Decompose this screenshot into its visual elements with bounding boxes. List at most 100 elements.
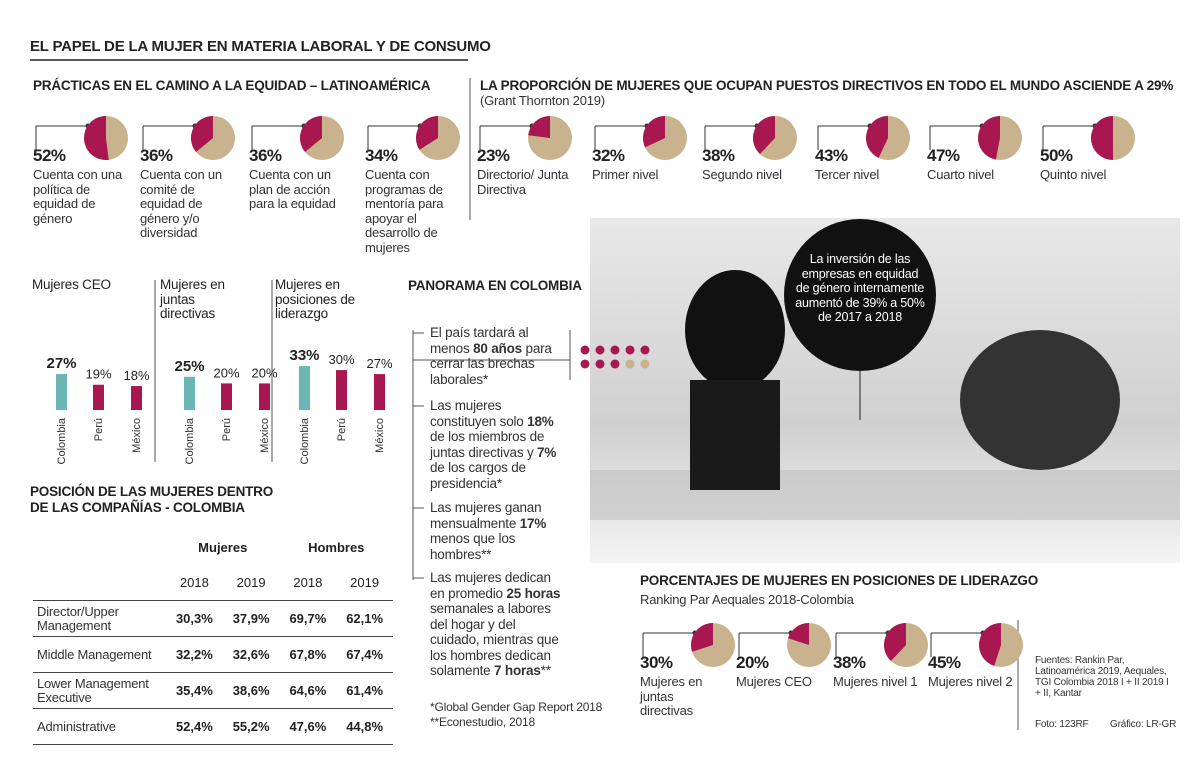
table-row: 2018 2019 2018 2019 [33, 565, 393, 601]
text: para cerrar las brechas laborales* [430, 340, 552, 387]
value-label: 23% [477, 146, 510, 165]
value-label: 25% [174, 358, 204, 375]
category-label: Mujeres nivel 2 [928, 674, 1013, 689]
category-label: México [131, 418, 143, 453]
table-cell: 47,6% [279, 708, 337, 745]
value-label: 50% [1040, 146, 1073, 165]
value-label: 47% [927, 146, 960, 165]
value-label: 36% [249, 146, 282, 165]
category-label: Mujeres en juntas directivas [640, 674, 703, 718]
value-label: 30% [640, 653, 673, 672]
value-label: 52% [33, 146, 66, 165]
category-label: Perú [336, 418, 348, 441]
category-label: Cuarto nivel [927, 167, 994, 182]
category-label: Cuenta con un plan de acción para la equ… [249, 167, 336, 211]
footnote: *Global Gender Gap Report 2018 [430, 700, 603, 714]
table-cell: Lower Management Executive [33, 672, 166, 709]
bar [221, 383, 232, 410]
category-label: Colombia [299, 417, 311, 464]
table-cell: 32,2% [166, 636, 223, 673]
pie-slice [528, 116, 550, 138]
emphasis: 25 horas [506, 585, 561, 601]
pie-slice [866, 116, 888, 158]
pie-slice [83, 116, 109, 160]
table-cell: 35,4% [166, 672, 223, 709]
section-title: LA PROPORCIÓN DE MUJERES QUE OCUPAN PUES… [480, 78, 1174, 93]
bar [259, 383, 270, 410]
table-cell: Hombres [308, 540, 365, 555]
bar-title: Mujeres CEO [32, 277, 111, 292]
text: Las mujeres constituyen solo [430, 398, 528, 429]
bar [56, 374, 67, 410]
bar [93, 384, 104, 410]
table: Mujeres Hombres 2018 2019 2018 2019 Director/U… [33, 530, 393, 745]
text: Las mujeres ganan mensualmente [430, 500, 542, 531]
table-cell: 2018 [279, 565, 337, 601]
table-cell: 37,9% [222, 600, 280, 637]
value-label: 20% [213, 365, 239, 380]
value-label: 33% [289, 347, 319, 364]
table-cell: 64,6% [279, 672, 337, 709]
value-label: 43% [815, 146, 848, 165]
table-cell: Director/Upper Management [33, 600, 166, 637]
pie-slice [977, 116, 1000, 160]
value-label: 27% [366, 356, 392, 371]
table-row: Middle Management 32,2% 32,6% 67,8% 67,4% [33, 636, 393, 673]
list-item: Las mujeres dedican en promedio 25 horas… [430, 570, 568, 679]
table-cell: 69,7% [279, 600, 337, 637]
category-label: Directorio/ Junta Directiva [477, 167, 569, 197]
table-cell: 32,6% [222, 636, 280, 673]
section-title: PANORAMA EN COLOMBIA [408, 278, 582, 293]
value-label: 38% [833, 653, 866, 672]
value-label: 20% [736, 653, 769, 672]
table-cell [33, 565, 166, 601]
table-cell: 55,2% [222, 708, 280, 745]
page-title: EL PAPEL DE LA MUJER EN MATERIA LABORAL … [30, 38, 491, 55]
emphasis: 7 horas [494, 663, 541, 678]
category-label: Primer nivel [592, 167, 659, 182]
category-label: Tercer nivel [815, 167, 880, 182]
section-subtitle: Ranking Par Aequales 2018-Colombia [640, 592, 854, 607]
value-label: 34% [365, 146, 398, 165]
table-row: Lower Management Executive 35,4% 38,6% 64,6… [33, 672, 393, 709]
pie-slice [1091, 116, 1113, 160]
list-item: Las mujeres constituyen solo 18% de los … [430, 398, 568, 491]
value-label: 27% [46, 355, 76, 372]
bar-title: Mujeres en posiciones de liderazgo [275, 277, 355, 321]
value-label: 36% [140, 146, 173, 165]
table-cell: 2019 [336, 565, 393, 601]
text: de los miembros de juntas directivas y [430, 429, 545, 460]
category-label: Perú [221, 418, 233, 441]
text: El país tardará al menos [430, 325, 529, 356]
pie-slice [416, 116, 438, 150]
photo-credit: Foto: 123RF [1035, 719, 1089, 730]
bar [131, 386, 142, 410]
sources: Fuentes: Rankin Par, Latinoamérica 2019,… [1035, 655, 1169, 699]
pie-slice [978, 623, 1001, 666]
pie-slice [643, 116, 665, 148]
bar [336, 370, 347, 410]
value-label: 19% [85, 367, 111, 382]
table-row: Administrative 52,4% 55,2% 47,6% 44,8% [33, 708, 393, 745]
pie-slice [788, 623, 809, 645]
table-cell: Administrative [33, 708, 166, 745]
pie-slice [884, 623, 906, 662]
value-label: 45% [928, 653, 961, 672]
table-cell: 62,1% [336, 600, 393, 637]
table-cell: 44,8% [336, 708, 393, 745]
emphasis: 7% [537, 444, 557, 460]
section-title: PRÁCTICAS EN EL CAMINO A LA EQUIDAD – LA… [33, 78, 431, 93]
photo-figure [690, 380, 780, 490]
bar-title: Mujeres en juntas directivas [160, 277, 225, 321]
emphasis: 17% [519, 515, 547, 531]
table-cell: Mujeres [198, 540, 248, 555]
category-label: Colombia [184, 417, 196, 464]
value-label: 20% [251, 365, 277, 380]
pie-slice [191, 116, 213, 153]
category-label: Quinto nivel [1040, 167, 1107, 182]
section-subtitle: (Grant Thornton 2019) [480, 93, 605, 108]
table-cell: Middle Management [33, 636, 166, 673]
photo-table [590, 470, 1180, 520]
